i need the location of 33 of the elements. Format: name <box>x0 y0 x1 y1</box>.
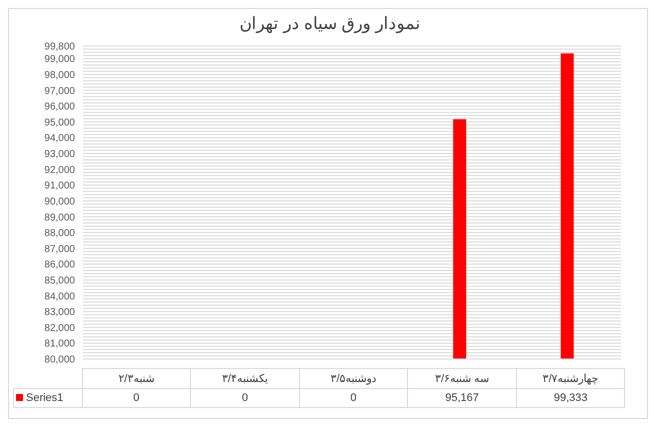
x-tick-label: یکشنبه۳/۴ <box>190 368 300 388</box>
x-tick-label: شنبه۲/۳ <box>82 368 191 388</box>
y-tick-label: 98,000 <box>44 70 76 82</box>
y-tick-label: 87,000 <box>44 244 76 255</box>
y-tick-label: 84,000 <box>44 291 76 302</box>
y-tick-label: 91,000 <box>44 180 76 192</box>
data-label: 95,167 <box>408 388 516 408</box>
y-tick-label: 81,000 <box>44 338 76 350</box>
x-tick-label: چهارشنبه۳/۷ <box>516 368 625 388</box>
text: 0 <box>242 392 248 404</box>
y-tick-label: 93,000 <box>44 149 76 160</box>
y-tick-label: 99,000 <box>44 54 76 66</box>
y-tick-label: 96,000 <box>44 102 76 113</box>
legend-label: Series1 <box>14 388 82 408</box>
y-tick-label: 92,000 <box>44 164 76 176</box>
y-tick-label: 97,000 <box>44 86 76 97</box>
y-tick-label: 89,000 <box>44 212 76 224</box>
text: 0 <box>133 392 140 404</box>
y-tick-label: 99,800 <box>44 42 76 53</box>
y-tick-label: 83,000 <box>44 307 76 318</box>
y-tick-label: 95,000 <box>44 117 76 128</box>
chart-title: نمودار ورق سیاه در تهران <box>238 13 422 34</box>
y-tick-label: 88,000 <box>44 228 76 240</box>
y-tick-label: 85,000 <box>44 276 76 287</box>
y-tick-label: 80,000 <box>44 354 76 366</box>
data-label: 99,333 <box>516 388 625 408</box>
y-tick-label: 86,000 <box>44 260 76 271</box>
x-tick-label: دوشنبه۳/۵ <box>299 368 408 388</box>
y-tick-label: 94,000 <box>44 133 76 144</box>
y-tick-label: 82,000 <box>44 322 76 334</box>
y-tick-label: 90,000 <box>44 196 76 208</box>
text: 0 <box>350 392 357 404</box>
x-tick-label: سه شنبه۳/۶ <box>408 368 516 388</box>
